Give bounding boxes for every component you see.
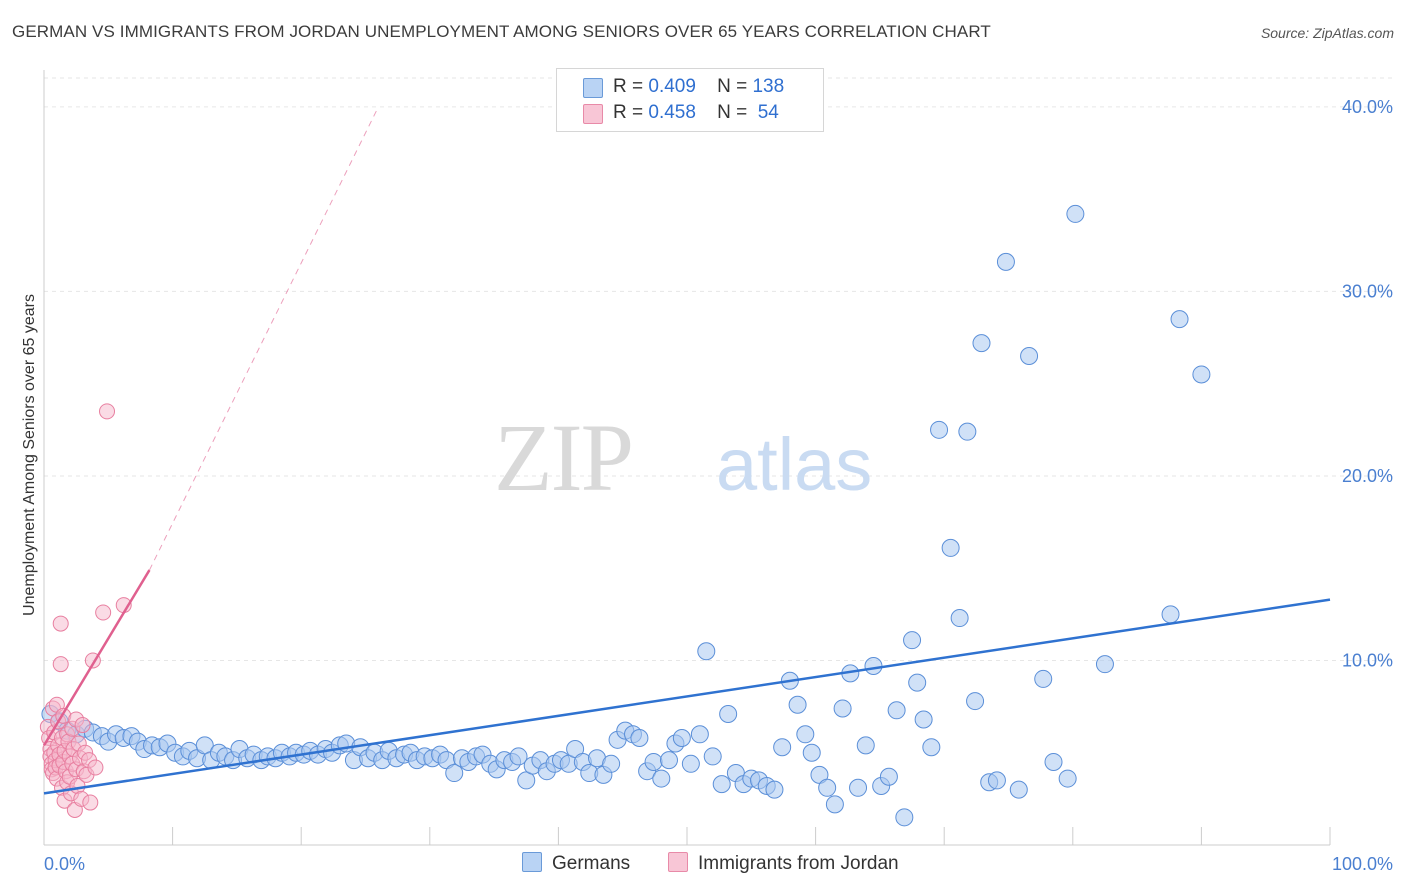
germans-point	[652, 769, 671, 788]
germans-point	[672, 728, 691, 747]
germans-point	[1161, 605, 1180, 624]
x-tick-label-max: 100.0%	[1332, 854, 1393, 874]
germans-point	[818, 778, 837, 797]
germans-point	[703, 747, 722, 766]
germans-point	[950, 609, 969, 628]
germans-point	[1009, 780, 1028, 799]
germans-point	[958, 422, 977, 441]
watermark: ZIP atlas	[494, 404, 872, 511]
germans-point	[887, 701, 906, 720]
legend-r-value: 0.458	[648, 102, 696, 123]
germans-point	[895, 808, 914, 827]
jordan-legend-swatch	[668, 852, 688, 872]
jordan-legend-label: Immigrants from Jordan	[698, 853, 899, 874]
germans-point	[788, 695, 807, 714]
legend-r-value: 0.409	[648, 76, 696, 97]
jordan-point	[52, 656, 69, 673]
y-tick-label: 10.0%	[1342, 650, 1393, 670]
jordan-point	[99, 403, 116, 420]
germans-legend-label: Germans	[552, 853, 631, 874]
germans-point	[879, 767, 898, 786]
jordan-trend-extension	[149, 106, 379, 571]
germans-point	[856, 736, 875, 755]
legend-n-label: N =	[717, 76, 748, 97]
germans-swatch	[583, 78, 603, 98]
germans-point	[802, 743, 821, 762]
y-axis-label: Unemployment Among Seniors over 65 years	[21, 294, 38, 616]
jordan-trend-line	[42, 569, 151, 747]
jordan-point	[95, 604, 112, 621]
x-tick-labels: 0.0% 100.0%	[44, 854, 1393, 874]
jordan-point	[87, 759, 104, 776]
germans-point	[719, 704, 738, 723]
germans-point	[509, 747, 528, 766]
bottom-legend-jordan: Immigrants from Jordan	[668, 852, 899, 875]
germans-point	[1058, 769, 1077, 788]
germans-point	[908, 673, 927, 692]
source-label: Source: ZipAtlas.com	[1260, 25, 1394, 41]
legend-r-label: R =	[613, 102, 644, 123]
correlation-legend: R = 0.409 N = 138 R = 0.458 N = 54	[556, 68, 824, 132]
jordan-point	[82, 794, 99, 811]
germans-point	[941, 538, 960, 557]
germans-point	[825, 795, 844, 814]
germans-point	[972, 334, 991, 353]
germans-legend-swatch	[522, 852, 542, 872]
legend-n-value: 138	[752, 76, 785, 97]
y-tick-label: 40.0%	[1342, 97, 1393, 117]
grid-lines	[44, 77, 1394, 661]
jordan-point	[52, 615, 69, 632]
germans-point	[849, 778, 868, 797]
jordan-swatch	[583, 104, 603, 124]
germans-trend-line	[43, 598, 1331, 795]
germans-point	[712, 775, 731, 794]
germans-points	[41, 204, 1211, 827]
germans-point	[644, 752, 663, 771]
germans-point	[987, 771, 1006, 790]
germans-point	[773, 738, 792, 757]
jordan-point	[74, 717, 91, 734]
germans-point	[1020, 347, 1039, 366]
germans-point	[903, 631, 922, 650]
x-tick-label-min: 0.0%	[44, 854, 85, 874]
germans-point	[602, 754, 621, 773]
trend-lines	[42, 106, 1331, 795]
germans-point	[864, 657, 883, 676]
y-tick-label: 20.0%	[1342, 466, 1393, 486]
germans-point	[690, 725, 709, 744]
watermark-zip: ZIP	[494, 404, 632, 511]
germans-point	[1170, 310, 1189, 329]
legend-n-value: 54	[752, 102, 779, 123]
y-tick-labels: 10.0% 20.0% 30.0% 40.0%	[1342, 97, 1393, 671]
watermark-atlas: atlas	[716, 423, 872, 506]
germans-point	[1192, 365, 1211, 384]
germans-point	[796, 725, 815, 744]
germans-point	[659, 751, 678, 770]
germans-point	[1095, 655, 1114, 674]
germans-point	[996, 252, 1015, 271]
chart-title: GERMAN VS IMMIGRANTS FROM JORDAN UNEMPLO…	[12, 22, 991, 41]
germans-point	[681, 754, 700, 773]
y-tick-label: 30.0%	[1342, 281, 1393, 301]
germans-point	[630, 728, 649, 747]
germans-point	[930, 420, 949, 439]
germans-point	[966, 692, 985, 711]
axes	[43, 70, 1331, 846]
germans-point	[765, 780, 784, 799]
germans-point	[1034, 669, 1053, 688]
germans-point	[922, 738, 941, 757]
germans-point	[697, 642, 716, 661]
legend-n-label: N =	[717, 102, 748, 123]
germans-point	[833, 699, 852, 718]
germans-point	[1044, 752, 1063, 771]
bottom-legend-germans: Germans	[522, 852, 630, 875]
germans-point	[1066, 204, 1085, 223]
jordan-points	[39, 403, 132, 818]
germans-point	[914, 710, 933, 729]
legend-r-label: R =	[613, 76, 644, 97]
germans-point	[445, 764, 464, 783]
